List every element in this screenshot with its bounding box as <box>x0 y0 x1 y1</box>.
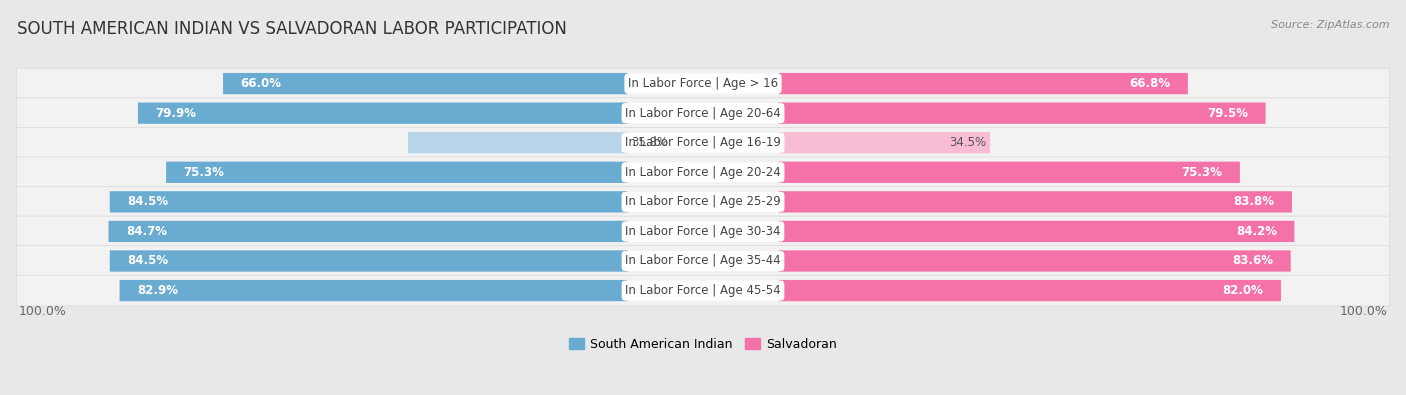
Text: 84.5%: 84.5% <box>127 254 169 267</box>
Legend: South American Indian, Salvadoran: South American Indian, Salvadoran <box>564 333 842 356</box>
Text: 75.3%: 75.3% <box>1181 166 1223 179</box>
Text: 100.0%: 100.0% <box>18 305 66 318</box>
Text: 79.9%: 79.9% <box>155 107 197 120</box>
FancyBboxPatch shape <box>779 250 1291 272</box>
FancyBboxPatch shape <box>120 280 627 301</box>
Text: 83.6%: 83.6% <box>1233 254 1274 267</box>
Text: 82.0%: 82.0% <box>1223 284 1264 297</box>
FancyBboxPatch shape <box>17 186 1389 217</box>
Text: Source: ZipAtlas.com: Source: ZipAtlas.com <box>1271 20 1389 30</box>
FancyBboxPatch shape <box>17 98 1389 128</box>
Text: 35.8%: 35.8% <box>631 136 668 149</box>
FancyBboxPatch shape <box>17 246 1389 276</box>
Text: 100.0%: 100.0% <box>1340 305 1388 318</box>
Text: In Labor Force | Age 20-24: In Labor Force | Age 20-24 <box>626 166 780 179</box>
FancyBboxPatch shape <box>779 73 1188 94</box>
FancyBboxPatch shape <box>779 221 1295 242</box>
FancyBboxPatch shape <box>110 250 627 272</box>
Text: 84.2%: 84.2% <box>1236 225 1277 238</box>
FancyBboxPatch shape <box>108 221 627 242</box>
Text: 34.5%: 34.5% <box>949 136 987 149</box>
FancyBboxPatch shape <box>17 157 1389 188</box>
Text: In Labor Force | Age 16-19: In Labor Force | Age 16-19 <box>626 136 780 149</box>
Text: SOUTH AMERICAN INDIAN VS SALVADORAN LABOR PARTICIPATION: SOUTH AMERICAN INDIAN VS SALVADORAN LABO… <box>17 20 567 38</box>
Text: 66.8%: 66.8% <box>1129 77 1171 90</box>
FancyBboxPatch shape <box>779 280 1281 301</box>
Text: 66.0%: 66.0% <box>240 77 281 90</box>
Text: In Labor Force | Age 35-44: In Labor Force | Age 35-44 <box>626 254 780 267</box>
FancyBboxPatch shape <box>224 73 627 94</box>
Text: 83.8%: 83.8% <box>1233 196 1275 208</box>
Text: In Labor Force | Age 45-54: In Labor Force | Age 45-54 <box>626 284 780 297</box>
FancyBboxPatch shape <box>17 127 1389 158</box>
FancyBboxPatch shape <box>17 275 1389 306</box>
FancyBboxPatch shape <box>779 162 1240 183</box>
FancyBboxPatch shape <box>17 216 1389 247</box>
Text: In Labor Force | Age 20-64: In Labor Force | Age 20-64 <box>626 107 780 120</box>
FancyBboxPatch shape <box>408 132 627 153</box>
Text: 84.7%: 84.7% <box>127 225 167 238</box>
FancyBboxPatch shape <box>779 103 1265 124</box>
Text: 82.9%: 82.9% <box>136 284 179 297</box>
FancyBboxPatch shape <box>166 162 627 183</box>
Text: In Labor Force | Age 25-29: In Labor Force | Age 25-29 <box>626 196 780 208</box>
Text: In Labor Force | Age > 16: In Labor Force | Age > 16 <box>628 77 778 90</box>
Text: 79.5%: 79.5% <box>1208 107 1249 120</box>
Text: In Labor Force | Age 30-34: In Labor Force | Age 30-34 <box>626 225 780 238</box>
Text: 84.5%: 84.5% <box>127 196 169 208</box>
FancyBboxPatch shape <box>138 103 627 124</box>
FancyBboxPatch shape <box>779 191 1292 213</box>
Text: 75.3%: 75.3% <box>183 166 225 179</box>
FancyBboxPatch shape <box>17 68 1389 99</box>
FancyBboxPatch shape <box>110 191 627 213</box>
FancyBboxPatch shape <box>779 132 990 153</box>
